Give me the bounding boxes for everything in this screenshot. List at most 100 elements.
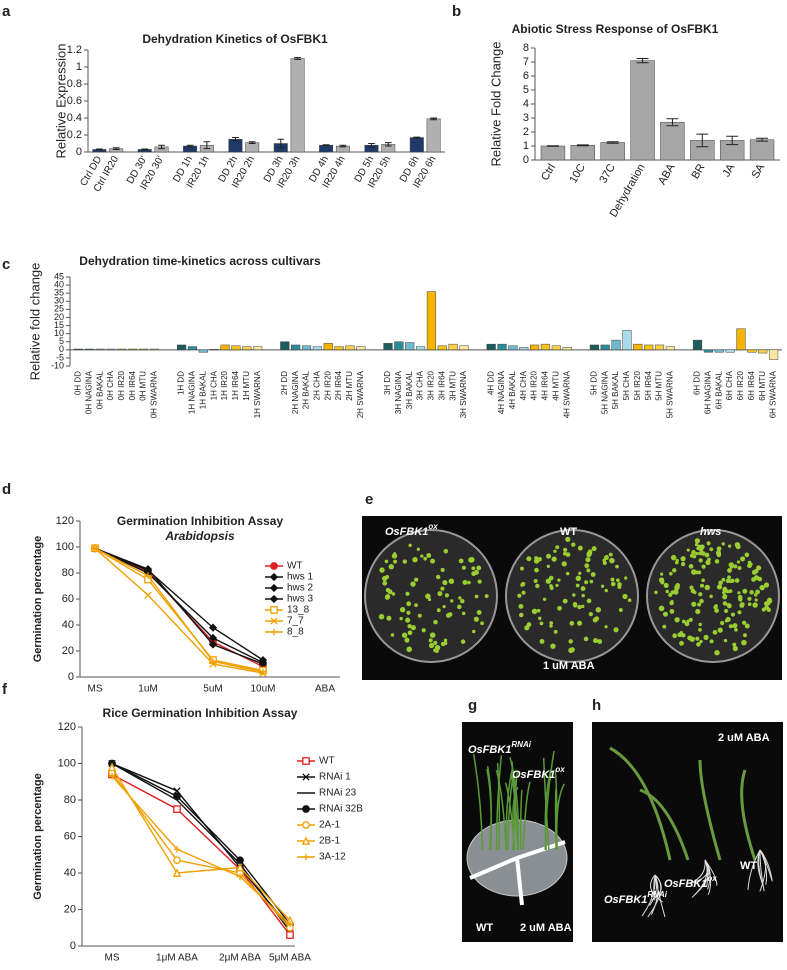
seedling [546, 553, 552, 559]
seedling [593, 638, 599, 644]
x-tick-label: 6H DD [693, 371, 702, 395]
error-bar [384, 142, 392, 147]
seedling [695, 636, 700, 641]
seedling [539, 621, 544, 626]
seedling [697, 602, 702, 607]
y-tick-label: 0 [68, 671, 74, 683]
bar [312, 346, 322, 351]
bar [394, 341, 404, 351]
y-tick-label: 0 [59, 344, 64, 354]
y-tick-label: 0 [523, 154, 529, 166]
seedling [736, 560, 741, 564]
seedling [602, 558, 606, 563]
y-tick-label: 0.2 [67, 129, 82, 141]
seedling [402, 559, 407, 564]
seedling [732, 623, 738, 629]
seedling [737, 591, 741, 595]
seedling [391, 553, 398, 559]
seedling [575, 583, 580, 588]
x-tick-label: 3H DD [383, 371, 392, 395]
seedling [577, 604, 582, 610]
chart-title: Dehydration Kinetics of OsFBK1 [142, 32, 328, 46]
panel-label: h [592, 697, 601, 714]
seedling [410, 581, 416, 587]
seedling [737, 610, 742, 615]
seedling [407, 624, 412, 629]
x-tick-label: MS [88, 684, 103, 695]
x-tick-label: 5H SWARNA [665, 370, 674, 418]
seedling [405, 617, 411, 623]
leaf [542, 757, 550, 851]
x-tick-label: 4H DD [486, 371, 495, 395]
seedling [613, 627, 619, 633]
seedling [695, 552, 699, 556]
seedling [732, 645, 739, 652]
legend-marker [269, 583, 279, 593]
seedling [385, 575, 390, 579]
y-axis-label: Relative fold change [27, 263, 42, 381]
bar [660, 121, 685, 161]
seedling [412, 556, 418, 563]
y-axis-label: Relative Expression [53, 44, 68, 159]
seedling [699, 639, 703, 644]
series-line [94, 547, 264, 674]
leaf [698, 759, 722, 861]
seedling [674, 584, 680, 591]
series-line [111, 773, 291, 936]
photo-label: OsFBK1ox [512, 765, 565, 781]
photo-label: hws [700, 526, 721, 538]
root [641, 874, 656, 917]
label-sup: ox [428, 522, 438, 531]
y-tick-label: 0 [70, 940, 76, 952]
y-tick-label: 15 [54, 320, 64, 330]
panel-label: b [452, 3, 461, 20]
y-tick-label: 5 [523, 84, 529, 96]
seedling [734, 628, 738, 632]
seedling [476, 565, 482, 571]
seedling [718, 580, 723, 586]
bar [242, 346, 252, 351]
seedling [679, 640, 684, 646]
seedling [520, 583, 524, 587]
x-tick-label: 6H MTU [758, 371, 767, 401]
x-tick-label: 2H CHA [312, 370, 321, 400]
seedling [428, 638, 433, 643]
y-tick-label: 0.6 [67, 95, 82, 107]
seedling [698, 558, 703, 563]
bar [600, 142, 625, 161]
seedling [421, 628, 426, 633]
x-tick-label: 4H CHA [519, 370, 528, 400]
seedling [716, 546, 722, 552]
bar [345, 345, 355, 351]
seedling [668, 571, 673, 576]
x-tick-label: 10uM [250, 684, 275, 695]
seedling [744, 623, 750, 629]
seedling [732, 642, 737, 647]
petri-dish [646, 529, 780, 663]
seedling [433, 619, 438, 625]
y-tick-label: 25 [54, 304, 64, 314]
series-line [111, 766, 291, 921]
seedling [714, 608, 719, 613]
seedling [575, 575, 582, 582]
marker [173, 787, 181, 795]
seedling [674, 617, 680, 623]
y-tick-label: 120 [56, 515, 74, 527]
label-sup: ox [555, 765, 565, 774]
x-tick-label: 3H CHA [416, 370, 425, 400]
x-tick-label: Ctrl [539, 162, 558, 183]
label-sup: RNAi [511, 740, 531, 749]
seedling [716, 552, 722, 558]
x-tick-label: 0H IR20 [117, 370, 126, 400]
seedling [577, 545, 583, 551]
seedling [730, 578, 735, 583]
seedling [581, 593, 585, 598]
seedling [555, 545, 560, 550]
legend-label: WT [319, 756, 335, 767]
legend-label: RNAi 23 [319, 788, 357, 799]
seedling [416, 547, 420, 551]
x-tick-label: 0H SWARNA [150, 370, 159, 418]
seedling [443, 548, 449, 554]
seedling [462, 580, 468, 585]
label-text: 1 uM ABA [543, 660, 595, 672]
